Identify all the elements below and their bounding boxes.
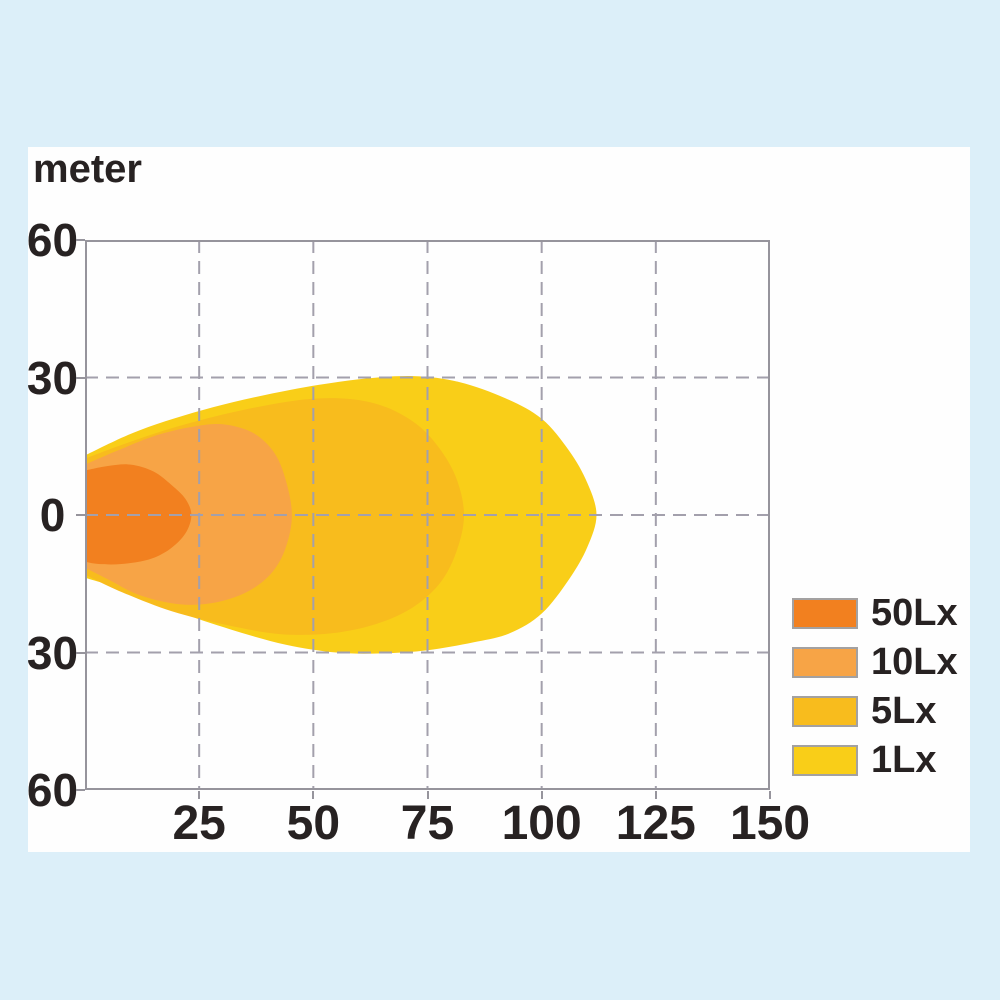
legend-swatch-10lx	[792, 647, 858, 678]
y-tick-mark	[76, 651, 85, 654]
legend: 50Lx 10Lx 5Lx 1Lx	[792, 592, 958, 781]
x-tick-mark	[426, 791, 429, 799]
legend-swatch-1lx	[792, 745, 858, 776]
x-tick-label: 100	[501, 797, 582, 850]
legend-label: 1Lx	[871, 739, 937, 781]
y-tick-mark	[76, 514, 85, 516]
x-tick-mark	[540, 791, 543, 799]
legend-row-5lx: 5Lx	[792, 690, 958, 732]
legend-swatch-50lx	[792, 598, 858, 629]
x-tick-mark	[312, 791, 315, 799]
y-axis-title: meter	[33, 147, 142, 191]
y-tick-label: 60	[26, 214, 79, 266]
x-tick-label: 125	[615, 797, 696, 850]
y-tick-mark	[76, 789, 85, 791]
y-tick-label: 30	[26, 351, 79, 404]
x-tick-label: 50	[286, 797, 341, 850]
plot-frame	[85, 240, 770, 790]
legend-row-10lx: 10Lx	[792, 641, 958, 683]
x-tick-mark	[769, 791, 771, 799]
legend-label: 10Lx	[871, 641, 958, 683]
x-tick-label: 75	[400, 797, 455, 850]
x-tick-mark	[198, 791, 201, 799]
y-tick-mark	[76, 239, 85, 241]
x-tick-label: 25	[172, 797, 226, 850]
y-tick-mark	[76, 376, 85, 379]
x-tick-label: 150	[729, 797, 811, 850]
legend-label: 5Lx	[871, 690, 937, 732]
legend-row-1lx: 1Lx	[792, 739, 958, 781]
legend-label: 50Lx	[871, 592, 958, 634]
y-tick-label: 0	[39, 489, 66, 541]
legend-row-50lx: 50Lx	[792, 592, 958, 634]
legend-swatch-5lx	[792, 696, 858, 727]
y-tick-label: 60	[26, 764, 79, 816]
beam-plot	[85, 240, 770, 790]
x-tick-mark	[654, 791, 657, 799]
y-tick-label: 30	[26, 626, 79, 679]
